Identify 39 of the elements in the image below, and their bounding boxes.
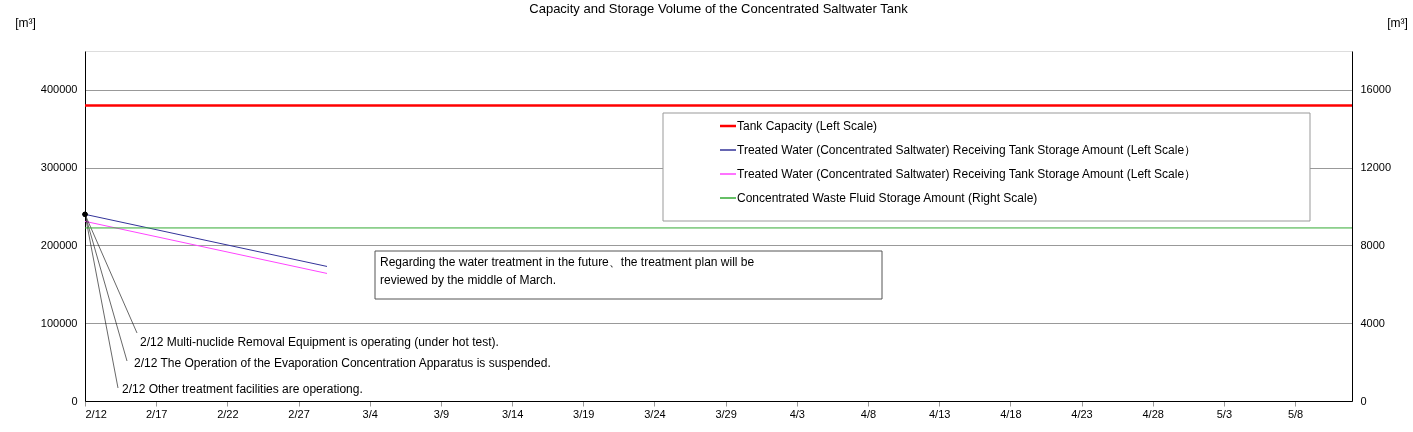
x-tick-label: 2/22 [217,407,239,420]
legend-label: Treated Water (Concentrated Saltwater) Receiving Tank Storage Amount (Left Scale） [737,143,1197,157]
x-tick-label: 4/13 [928,407,951,420]
x-tick-label: 3/14 [501,407,524,420]
y-tick-label: 0 [71,394,78,407]
annotation: Regarding the water treatment in the future、the treatment plan will be reviewed by the middle of March. [380,255,755,287]
x-tick-label: 4/8 [860,407,877,420]
x-tick-label: 4/23 [1071,407,1093,420]
y2-tick-label: 16000 [1360,83,1392,96]
y-axis-title: [m³] [15,15,36,30]
x-tick-label: 3/9 [433,407,450,420]
legend-label: Concentrated Waste Fluid Storage Amount (Right Scale) [737,191,1038,205]
y2-tick-label: 8000 [1360,238,1385,251]
x-tick-label: 2/27 [288,407,310,420]
x-tick-label: 4/18 [1000,407,1022,420]
x-tick-label: 3/4 [362,407,378,420]
x-tick-label: 3/29 [715,407,737,420]
x-tick-label: 4/28 [1142,407,1164,420]
x-tick-label: 3/24 [644,407,666,420]
y-tick-label: 100000 [40,316,78,329]
legend-label: Treated Water (Concentrated Saltwater) Receiving Tank Storage Amount (Left Scale） [737,167,1197,181]
y2-tick-label: 4000 [1360,316,1385,329]
y2-tick-label: 0 [1360,394,1367,407]
y2-axis-title: [m³] [1387,15,1408,30]
annotation: 2/12 The Operation of the Evaporation Concentration Apparatus is suspended. [134,356,551,370]
x-tick-label: 4/3 [789,407,805,420]
y-tick-label: 300000 [40,161,78,174]
annotation: 2/12 Other treatment facilities are operationg. [122,382,363,396]
x-tick-label: 5/8 [1287,407,1304,420]
x-tick-label: 3/19 [573,407,595,420]
annotation: 2/12 Multi-nuclide Removal Equipment is operating (under hot test). [140,335,499,349]
y-tick-label: 200000 [40,238,78,251]
legend-label: Tank Capacity (Left Scale) [737,119,878,133]
x-tick-label: 2/17 [145,407,168,420]
x-tick-label: 2/12 [85,407,107,420]
chart-title: Capacity and Storage Volume of the Concentrated Saltwater Tank [529,1,909,16]
y-tick-label: 400000 [40,83,78,96]
y2-tick-label: 12000 [1360,161,1392,174]
x-tick-label: 5/3 [1216,407,1233,420]
